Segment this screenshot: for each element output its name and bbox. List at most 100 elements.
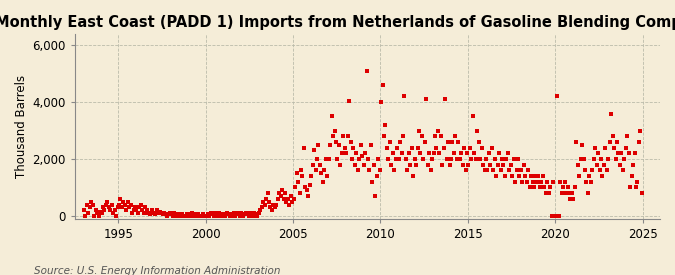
Point (253, 211, 264, 215)
Point (240, 211, 251, 215)
Point (303, 194, 314, 198)
Point (428, 151, 439, 156)
Point (435, 134, 446, 139)
Point (307, 163, 318, 167)
Point (242, 212, 252, 217)
Point (590, 145, 601, 150)
Point (459, 145, 470, 150)
Point (331, 140, 342, 144)
Point (362, 157, 373, 161)
Point (181, 214, 192, 218)
Point (479, 168, 490, 173)
Point (394, 157, 404, 161)
Point (377, 83, 388, 87)
Point (252, 214, 263, 218)
Point (287, 199, 298, 204)
Point (385, 140, 396, 144)
Point (440, 97, 451, 101)
Point (131, 208, 142, 212)
Point (447, 140, 458, 144)
Point (476, 145, 487, 150)
Point (333, 143, 344, 147)
Point (489, 157, 500, 161)
Point (350, 163, 360, 167)
Point (293, 180, 304, 184)
Point (78, 208, 89, 212)
Point (297, 174, 308, 178)
Point (466, 157, 477, 161)
Point (127, 211, 138, 215)
Point (533, 174, 544, 178)
Point (117, 205, 128, 210)
Point (298, 145, 309, 150)
Point (102, 199, 113, 204)
Point (229, 211, 240, 215)
Point (99, 208, 110, 212)
Point (516, 168, 526, 173)
Point (502, 151, 513, 156)
Point (369, 163, 379, 167)
Point (255, 208, 266, 212)
Point (118, 199, 129, 204)
Point (351, 151, 362, 156)
Point (198, 212, 209, 217)
Point (506, 163, 516, 167)
Point (82, 202, 92, 207)
Point (561, 191, 572, 195)
Point (431, 145, 442, 150)
Point (630, 185, 641, 190)
Point (172, 214, 183, 218)
Point (400, 157, 411, 161)
Point (195, 214, 206, 218)
Point (398, 134, 408, 139)
Point (111, 214, 122, 218)
Point (434, 151, 445, 156)
Point (364, 168, 375, 173)
Point (457, 163, 468, 167)
Point (529, 185, 539, 190)
Point (306, 174, 317, 178)
Point (294, 191, 305, 195)
Point (283, 197, 294, 201)
Point (415, 151, 426, 156)
Point (603, 157, 614, 161)
Point (138, 211, 149, 215)
Point (213, 214, 223, 218)
Point (277, 188, 288, 192)
Point (599, 163, 610, 167)
Point (96, 211, 107, 215)
Point (571, 140, 582, 144)
Point (537, 174, 548, 178)
Point (126, 202, 136, 207)
Point (421, 97, 432, 101)
Point (341, 151, 352, 156)
Point (629, 151, 640, 156)
Point (512, 157, 523, 161)
Point (233, 211, 244, 215)
Point (453, 140, 464, 144)
Point (619, 157, 630, 161)
Point (284, 202, 295, 207)
Point (205, 211, 216, 215)
Point (367, 180, 378, 184)
Point (95, 210, 105, 214)
Point (566, 191, 577, 195)
Point (424, 151, 435, 156)
Point (300, 185, 310, 190)
Point (580, 168, 591, 173)
Point (518, 163, 529, 167)
Point (535, 185, 545, 190)
Point (574, 174, 585, 178)
Point (279, 191, 290, 195)
Point (220, 214, 231, 218)
Point (310, 168, 321, 173)
Point (165, 211, 176, 215)
Point (487, 145, 497, 150)
Point (134, 205, 144, 210)
Point (410, 163, 421, 167)
Point (549, 214, 560, 218)
Point (159, 211, 169, 215)
Point (227, 214, 238, 218)
Point (469, 151, 480, 156)
Point (274, 191, 285, 195)
